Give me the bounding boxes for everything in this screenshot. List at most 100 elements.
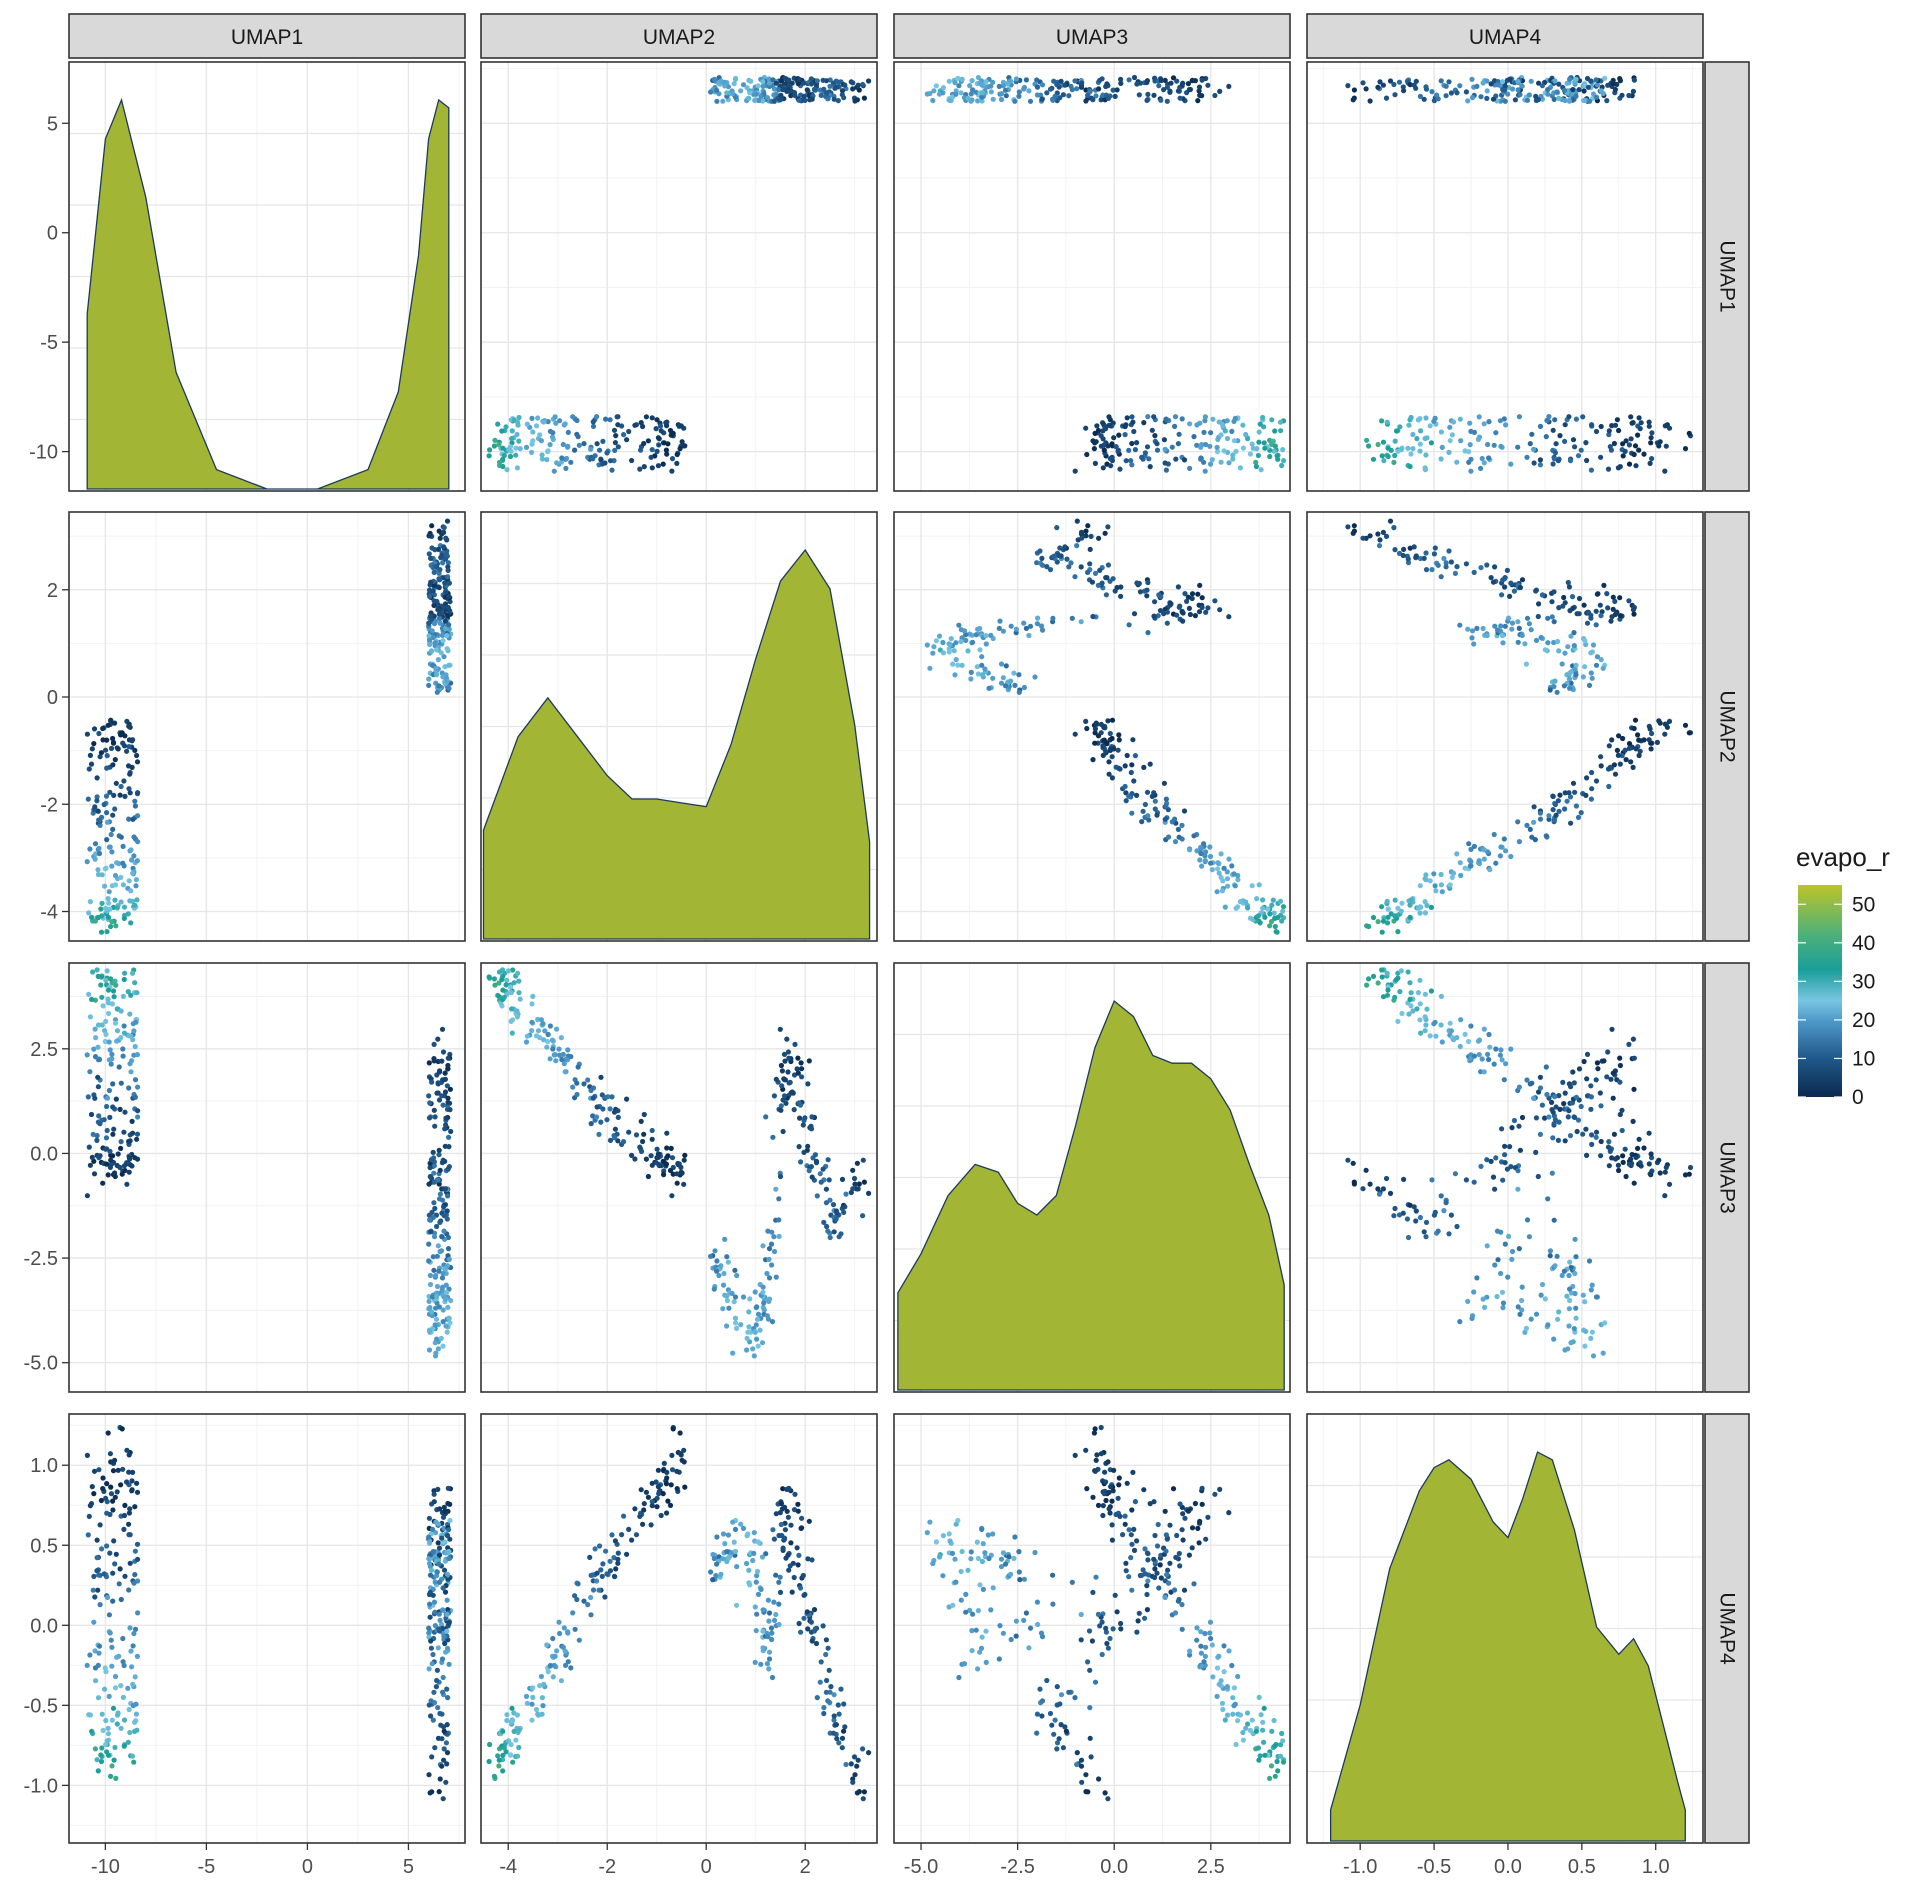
data-point — [1016, 1549, 1021, 1554]
data-point — [1627, 462, 1632, 467]
data-point — [1607, 1163, 1612, 1168]
data-point — [1449, 559, 1454, 564]
data-point — [446, 1144, 451, 1149]
data-point — [121, 1130, 126, 1135]
data-point — [1055, 1702, 1060, 1707]
data-point — [1628, 414, 1633, 419]
data-point — [1424, 567, 1429, 572]
data-point — [432, 1600, 437, 1605]
data-point — [1621, 453, 1626, 458]
data-point — [591, 424, 596, 429]
data-point — [107, 889, 112, 894]
data-point — [761, 1300, 766, 1305]
data-point — [511, 980, 516, 985]
data-point — [122, 1574, 127, 1579]
data-point — [807, 1058, 812, 1063]
data-point — [119, 1726, 124, 1731]
data-point — [613, 433, 618, 438]
data-point — [778, 1027, 783, 1032]
data-point — [1566, 1323, 1571, 1328]
data-point — [675, 1181, 680, 1186]
data-point — [756, 1344, 761, 1349]
data-point — [1585, 621, 1590, 626]
data-point — [831, 1202, 836, 1207]
data-point — [511, 417, 516, 422]
data-point — [1180, 416, 1185, 421]
data-point — [1623, 748, 1628, 753]
data-point — [1487, 1045, 1492, 1050]
data-point — [1568, 821, 1573, 826]
data-point — [1199, 93, 1204, 98]
data-point — [754, 1580, 759, 1585]
data-point — [1583, 440, 1588, 445]
data-point — [1633, 463, 1638, 468]
data-point — [824, 1678, 829, 1683]
data-point — [124, 1448, 129, 1453]
data-point — [825, 1698, 830, 1703]
data-point — [1113, 94, 1118, 99]
data-point — [1405, 446, 1410, 451]
data-point — [89, 762, 94, 767]
data-point — [801, 1573, 806, 1578]
data-point — [797, 1621, 802, 1626]
data-point — [799, 1060, 804, 1065]
data-point — [754, 1304, 759, 1309]
data-point — [1100, 1652, 1105, 1657]
data-point — [1631, 1037, 1636, 1042]
data-point — [1594, 778, 1599, 783]
data-point — [1087, 1705, 1092, 1710]
data-point — [1094, 423, 1099, 428]
data-point — [1386, 454, 1391, 459]
data-point — [108, 1630, 113, 1635]
data-point — [677, 1161, 682, 1166]
data-point — [1385, 899, 1390, 904]
data-point — [1499, 592, 1504, 597]
data-point — [1662, 732, 1667, 737]
data-point — [525, 1034, 530, 1039]
data-point — [432, 570, 437, 575]
data-point — [626, 1527, 631, 1532]
data-point — [101, 1728, 106, 1733]
data-point — [1217, 871, 1222, 876]
data-point — [670, 1155, 675, 1160]
data-point — [805, 1081, 810, 1086]
data-point — [1152, 1533, 1157, 1538]
data-point — [1187, 87, 1192, 92]
data-point — [429, 1080, 434, 1085]
data-point — [1582, 1059, 1587, 1064]
data-point — [508, 1753, 513, 1758]
data-point — [118, 793, 123, 798]
data-point — [1609, 614, 1614, 619]
data-point — [437, 1612, 442, 1617]
data-point — [112, 1561, 117, 1566]
data-point — [1480, 456, 1485, 461]
data-point — [975, 664, 980, 669]
data-point — [442, 525, 447, 530]
data-point — [440, 638, 445, 643]
data-point — [1503, 848, 1508, 853]
data-point — [113, 923, 118, 928]
data-point — [754, 92, 759, 97]
data-point — [1177, 432, 1182, 437]
data-point — [807, 1519, 812, 1524]
data-point — [112, 1745, 117, 1750]
data-point — [1368, 98, 1373, 103]
panel-background — [894, 1414, 1290, 1843]
data-point — [92, 1171, 97, 1176]
data-point — [98, 1602, 103, 1607]
data-point — [1079, 1612, 1084, 1617]
data-point — [1219, 851, 1224, 856]
data-point — [852, 1772, 857, 1777]
data-point — [1664, 444, 1669, 449]
data-point — [120, 1467, 125, 1472]
data-point — [654, 426, 659, 431]
data-point — [1050, 1573, 1055, 1578]
data-point — [427, 1516, 432, 1521]
data-point — [1540, 1282, 1545, 1287]
data-point — [799, 1525, 804, 1530]
data-point — [1410, 446, 1415, 451]
data-point — [678, 446, 683, 451]
data-point — [656, 463, 661, 468]
data-point — [862, 96, 867, 101]
data-point — [1250, 883, 1255, 888]
